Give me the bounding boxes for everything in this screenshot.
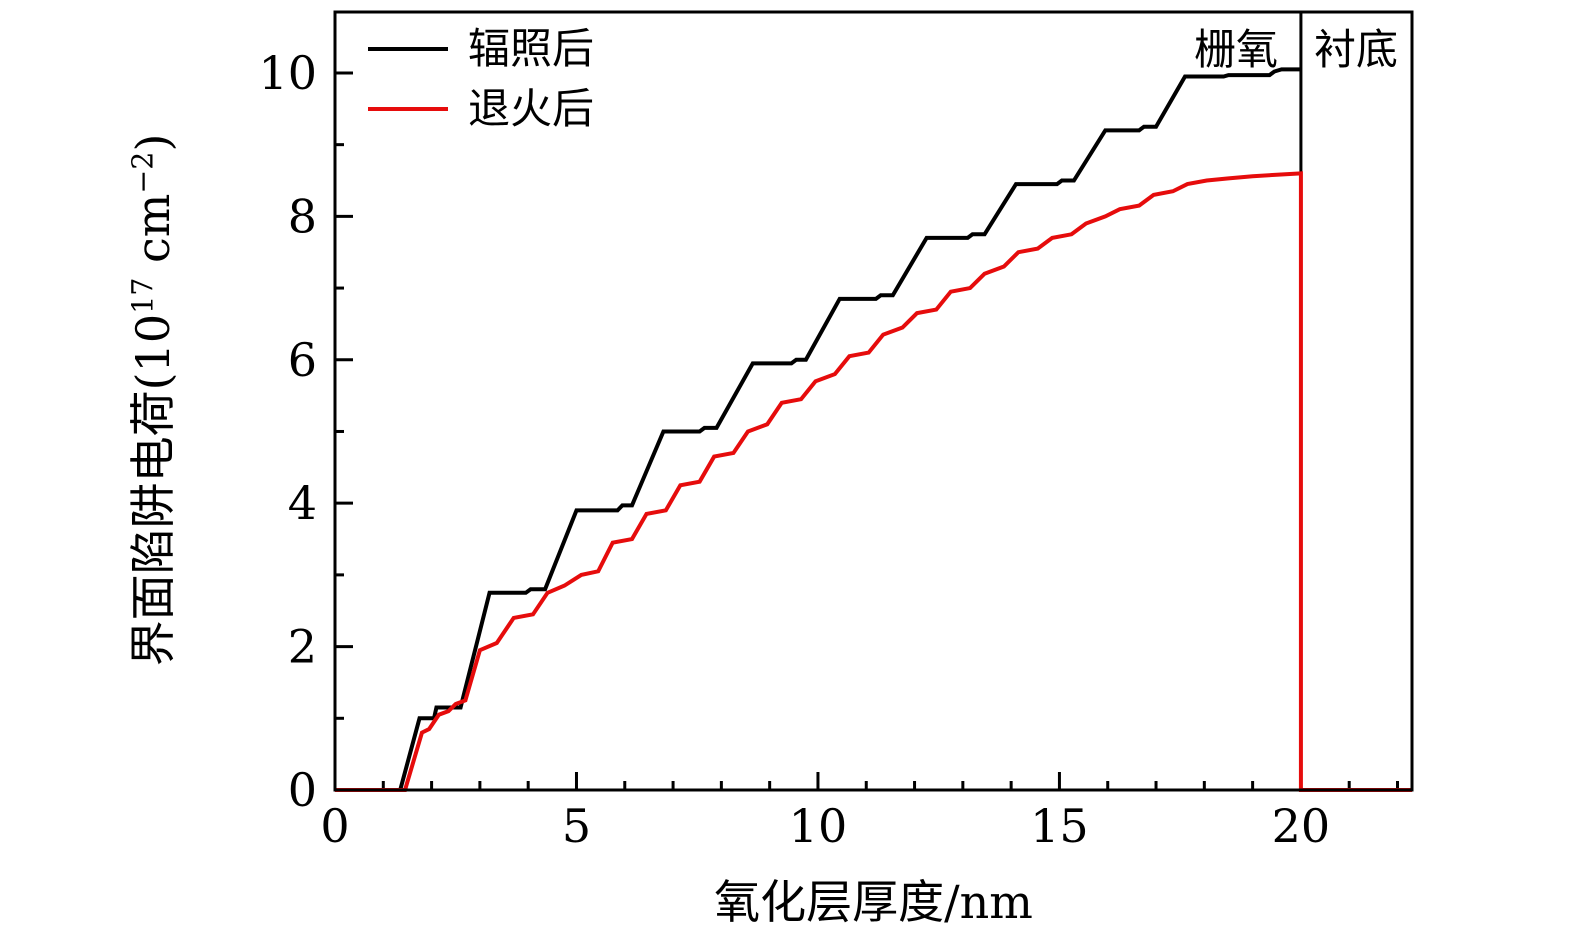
y-axis-title-part: cm: [126, 193, 180, 278]
region-label-substrate: 衬底: [1314, 25, 1399, 74]
legend-line-sample-black: [368, 47, 448, 52]
legend-label: 退火后: [468, 84, 595, 134]
y-tick-label: 10: [258, 46, 317, 100]
x-axis-title: 氧化层厚度/nm: [714, 875, 1033, 929]
y-axis-title-part: 界面陷阱电荷(10: [126, 313, 180, 667]
x-tick-label: 10: [789, 799, 848, 853]
y-axis-title: 界面陷阱电荷(1017 cm−2): [117, 134, 183, 667]
y-tick-label: 8: [288, 189, 317, 243]
y-axis-title-superscript: −2: [126, 151, 160, 194]
legend: 辐照后 退火后: [368, 24, 595, 134]
y-axis-title-superscript: 17: [126, 277, 160, 314]
y-tick-label: 2: [288, 620, 317, 674]
x-tick-label: 0: [320, 799, 349, 853]
legend-line-sample-red: [368, 107, 448, 112]
y-tick-label: 4: [288, 476, 317, 530]
plot-frame: [333, 10, 1414, 792]
y-tick-label: 0: [288, 763, 317, 817]
y-tick-label: 6: [288, 333, 317, 387]
x-tick-label: 20: [1272, 799, 1331, 853]
x-tick-label: 5: [562, 799, 591, 853]
legend-label: 辐照后: [468, 24, 595, 73]
legend-item-annealed: 退火后: [368, 84, 595, 134]
series-line-annealed: [335, 171, 1412, 792]
region-label-gate-oxide: 栅氧: [1193, 25, 1278, 74]
y-axis-title-part: ): [126, 133, 180, 152]
x-tick-label: 15: [1030, 799, 1089, 853]
legend-item-irradiated: 辐照后: [368, 24, 595, 73]
series-line-irradiated: [335, 67, 1301, 792]
